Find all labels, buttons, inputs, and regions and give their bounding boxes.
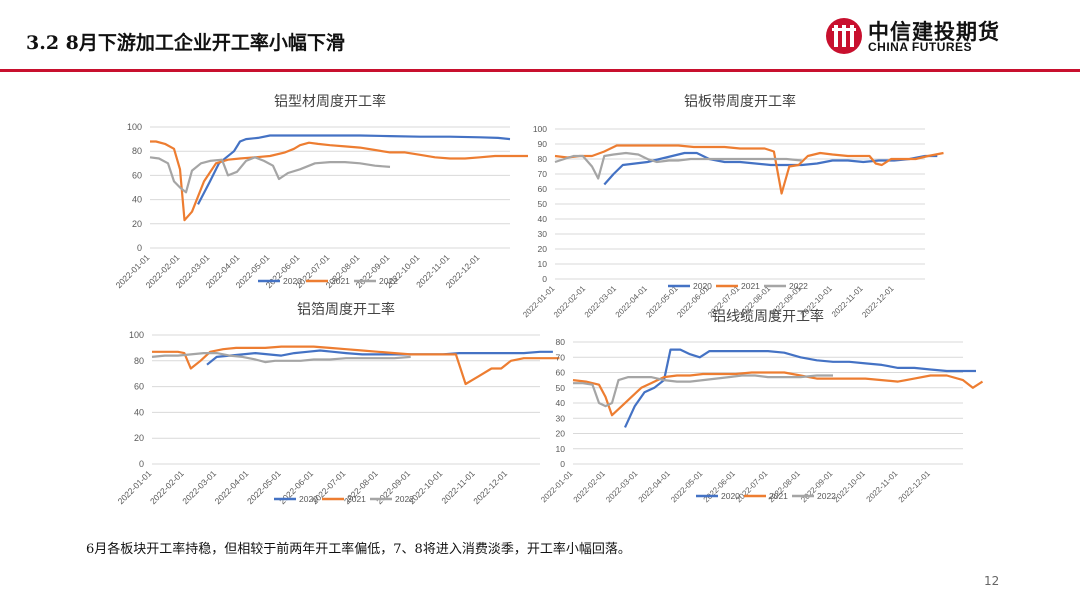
series-line-2020 xyxy=(206,349,553,366)
x-tick-label: 2022-05-01 xyxy=(669,469,705,505)
legend-label: 2020 xyxy=(693,281,712,291)
series-line-2020 xyxy=(603,151,938,186)
logo-name-en: CHINA FUTURES xyxy=(868,40,973,54)
y-tick-label: 40 xyxy=(134,407,144,417)
y-tick-label: 20 xyxy=(538,244,548,254)
company-logo: 中信建投期货 CHINA FUTURES xyxy=(824,16,1014,58)
legend-label: 2021 xyxy=(769,491,788,501)
series-line-2022 xyxy=(149,156,391,194)
y-tick-label: 80 xyxy=(134,356,144,366)
page-title: 3.2 8月下游加工企业开工率小幅下滑 xyxy=(26,32,345,54)
y-tick-label: 0 xyxy=(139,459,144,469)
y-tick-label: 0 xyxy=(137,243,142,253)
legend-label: 2022 xyxy=(817,491,836,501)
y-tick-label: 20 xyxy=(556,429,566,439)
y-tick-label: 80 xyxy=(556,337,566,347)
x-tick-label: 2022-12-01 xyxy=(897,469,933,505)
y-tick-label: 50 xyxy=(556,383,566,393)
y-tick-label: 30 xyxy=(556,413,566,423)
y-tick-label: 70 xyxy=(556,352,566,362)
series-line-2021 xyxy=(152,345,560,386)
x-tick-label: 2022-10-01 xyxy=(832,469,868,505)
chart-svg-aluminum-profile: 铝型材周度开工率0204060801002022-01-012022-02-01… xyxy=(114,93,528,290)
legend-label: 2020 xyxy=(721,491,740,501)
x-tick-label: 2022-12-01 xyxy=(471,468,509,506)
y-tick-label: 100 xyxy=(533,124,547,134)
chart-title: 铝板带周度开工率 xyxy=(684,93,796,110)
y-tick-label: 90 xyxy=(538,139,548,149)
x-tick-label: 2022-02-01 xyxy=(572,469,608,505)
y-tick-label: 0 xyxy=(542,274,547,284)
x-tick-label: 2022-01-01 xyxy=(539,469,575,505)
x-tick-label: 2022-03-01 xyxy=(604,469,640,505)
y-tick-label: 100 xyxy=(127,122,142,132)
y-tick-label: 20 xyxy=(134,433,144,443)
y-tick-label: 20 xyxy=(132,219,142,229)
legend-label: 2021 xyxy=(331,276,350,286)
chart-aluminum-plate: 铝板带周度开工率 0 10 20 30 40 50 60 70 80 90 100 2022-01-01… xyxy=(521,90,944,319)
chart-aluminum-profile: 铝型材周度开工率 0 20 40 60 80 100 2022-01-01 2022-02-01… xyxy=(110,90,528,294)
legend-label: 2020 xyxy=(299,494,318,504)
chart-title: 铝箔周度开工率 xyxy=(297,301,395,318)
y-tick-label: 10 xyxy=(538,259,548,269)
y-tick-label: 80 xyxy=(538,154,548,164)
series-line-2020 xyxy=(197,134,511,205)
series-line-2021 xyxy=(554,144,944,195)
chart-aluminum-cable: 铝线缆周度开工率 0 10 20 30 40 50 60 70 80 2022-01-01 2022-… xyxy=(530,305,984,509)
y-tick-label: 80 xyxy=(132,146,142,156)
x-tick-label: 2022-04-01 xyxy=(637,469,673,505)
legend-label: 2021 xyxy=(347,494,366,504)
series-line-2021 xyxy=(150,140,528,222)
series-line-2022 xyxy=(151,351,411,364)
legend-label: 2022 xyxy=(379,276,398,286)
series-line-2022 xyxy=(554,151,802,180)
page-number: 12 xyxy=(984,574,1000,588)
series-line-2020 xyxy=(624,348,976,428)
series-line-2021 xyxy=(572,371,984,417)
chart-aluminum-foil: 铝箔周度开工率 0 20 40 60 80 100 2022-01-01 2022-02-01 2… xyxy=(110,298,560,512)
y-tick-label: 60 xyxy=(556,368,566,378)
series-line-2022 xyxy=(573,374,833,408)
y-tick-label: 40 xyxy=(132,195,142,205)
y-tick-label: 40 xyxy=(538,214,548,224)
y-tick-label: 10 xyxy=(556,444,566,454)
y-tick-label: 60 xyxy=(538,184,548,194)
chart-svg-aluminum-cable: 铝线缆周度开工率010203040506070802022-01-012022-… xyxy=(539,308,984,505)
y-tick-label: 0 xyxy=(560,459,565,469)
x-tick-label: 2022-11-01 xyxy=(865,469,900,504)
y-tick-label: 60 xyxy=(132,170,142,180)
legend-label: 2020 xyxy=(283,276,302,286)
chart-svg-aluminum-foil: 铝箔周度开工率0204060801002022-01-012022-02-012… xyxy=(116,301,560,506)
logo-name-cn: 中信建投期货 xyxy=(868,20,1000,44)
legend-label: 2022 xyxy=(789,281,808,291)
chart-title: 铝型材周度开工率 xyxy=(274,93,386,110)
y-tick-label: 100 xyxy=(129,330,144,340)
header-divider xyxy=(0,69,1080,72)
chart-title: 铝线缆周度开工率 xyxy=(712,308,824,325)
y-tick-label: 40 xyxy=(556,398,566,408)
citic-logo-icon xyxy=(826,18,862,54)
legend-label: 2022 xyxy=(395,494,414,504)
x-tick-label: 2022-03-01 xyxy=(180,468,218,506)
y-tick-label: 50 xyxy=(538,199,548,209)
y-tick-label: 60 xyxy=(134,382,144,392)
y-tick-label: 30 xyxy=(538,229,548,239)
legend-label: 2021 xyxy=(741,281,760,291)
y-tick-label: 70 xyxy=(538,169,548,179)
chart-svg-aluminum-plate: 铝板带周度开工率01020304050607080901002022-01-01… xyxy=(521,93,944,319)
summary-caption: 6月各板块开工率持稳，但相较于前两年开工率偏低，7、8将进入消费淡季，开工率小幅… xyxy=(86,542,631,557)
